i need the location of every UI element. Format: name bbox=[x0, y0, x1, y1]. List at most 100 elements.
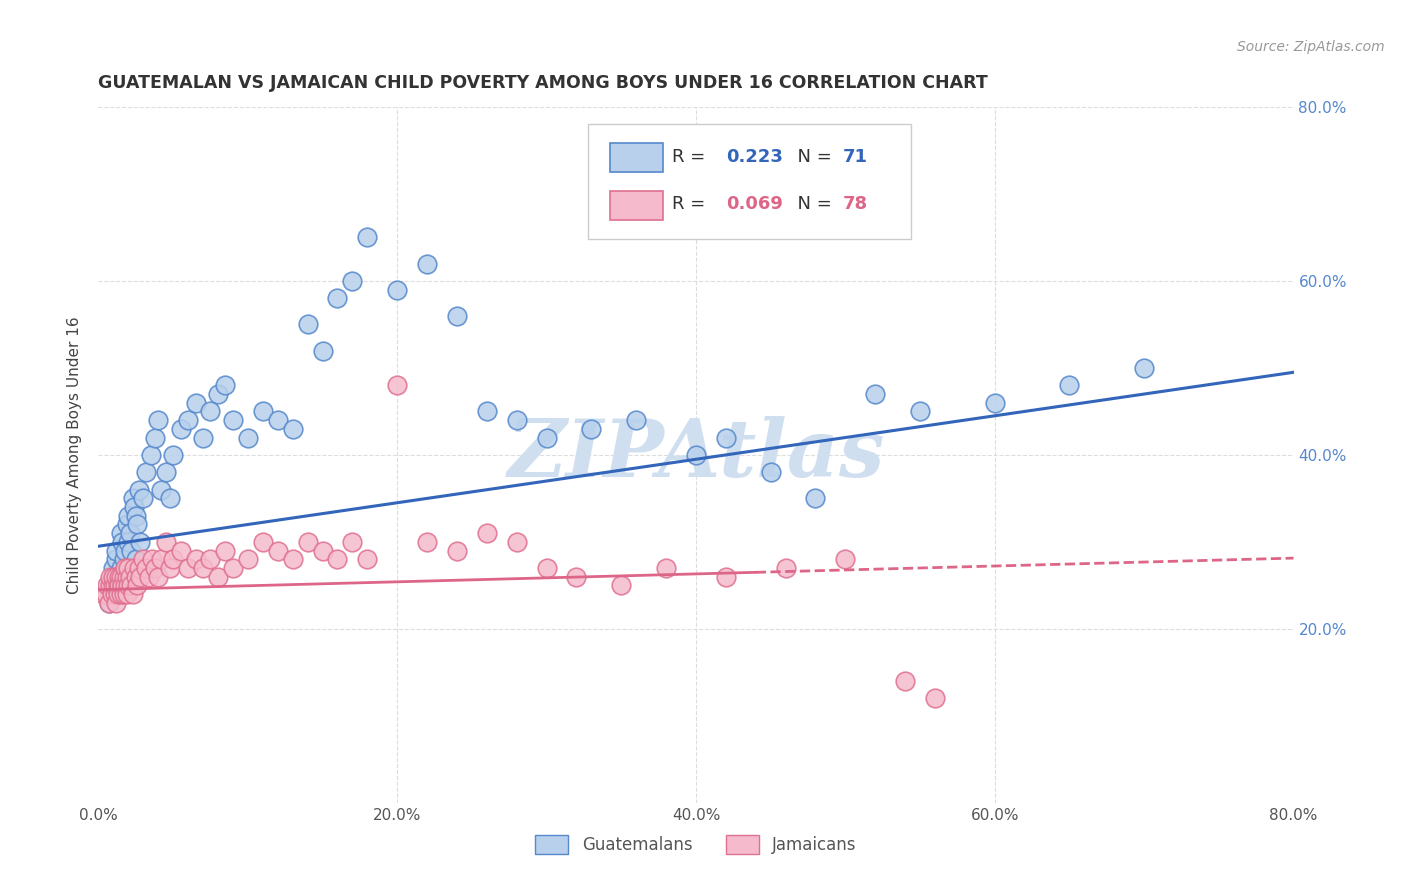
Point bbox=[111, 578, 134, 592]
Point bbox=[138, 570, 160, 584]
Point bbox=[446, 309, 468, 323]
Point bbox=[107, 587, 129, 601]
Text: ZIPAtlas: ZIPAtlas bbox=[508, 417, 884, 493]
Point bbox=[124, 561, 146, 575]
Point bbox=[714, 570, 737, 584]
Point bbox=[924, 691, 946, 706]
Point bbox=[110, 587, 132, 601]
Text: 0.223: 0.223 bbox=[725, 148, 783, 166]
Point bbox=[128, 483, 150, 497]
Point bbox=[118, 570, 141, 584]
Point bbox=[536, 430, 558, 444]
Y-axis label: Child Poverty Among Boys Under 16: Child Poverty Among Boys Under 16 bbox=[67, 316, 83, 594]
Point bbox=[506, 534, 529, 549]
Point bbox=[117, 534, 139, 549]
Point bbox=[311, 343, 333, 358]
Point bbox=[804, 491, 827, 506]
Point bbox=[101, 587, 124, 601]
Point bbox=[416, 534, 439, 549]
Point bbox=[169, 543, 191, 558]
Point bbox=[110, 526, 132, 541]
Point bbox=[446, 543, 468, 558]
Point bbox=[111, 534, 134, 549]
Point bbox=[105, 570, 128, 584]
Point bbox=[103, 570, 125, 584]
Point bbox=[169, 422, 191, 436]
Point bbox=[143, 430, 166, 444]
Point bbox=[200, 552, 222, 566]
Text: N =: N = bbox=[786, 148, 837, 166]
Point bbox=[536, 561, 558, 575]
Point bbox=[150, 552, 173, 566]
Point bbox=[834, 552, 856, 566]
Point bbox=[222, 413, 245, 427]
Point bbox=[129, 534, 152, 549]
Point bbox=[98, 578, 122, 592]
Point bbox=[148, 570, 170, 584]
Point bbox=[103, 578, 125, 592]
Point bbox=[281, 552, 304, 566]
Point bbox=[104, 587, 127, 601]
Point bbox=[104, 578, 127, 592]
Text: GUATEMALAN VS JAMAICAN CHILD POVERTY AMONG BOYS UNDER 16 CORRELATION CHART: GUATEMALAN VS JAMAICAN CHILD POVERTY AMO… bbox=[98, 74, 988, 92]
Point bbox=[125, 508, 148, 523]
Point bbox=[117, 578, 139, 592]
Point bbox=[108, 578, 131, 592]
Point bbox=[96, 578, 118, 592]
Point bbox=[252, 534, 274, 549]
Point bbox=[94, 587, 117, 601]
Point bbox=[155, 534, 177, 549]
Point bbox=[236, 552, 259, 566]
Point bbox=[356, 230, 378, 244]
Point bbox=[655, 561, 678, 575]
Text: 78: 78 bbox=[844, 195, 868, 213]
FancyBboxPatch shape bbox=[610, 191, 662, 219]
Point bbox=[129, 570, 152, 584]
Point bbox=[117, 561, 139, 575]
Point bbox=[581, 422, 603, 436]
Point bbox=[135, 561, 157, 575]
Point bbox=[159, 491, 181, 506]
Point bbox=[267, 543, 290, 558]
Point bbox=[141, 552, 163, 566]
Text: 71: 71 bbox=[844, 148, 868, 166]
Text: N =: N = bbox=[786, 195, 837, 213]
Point bbox=[150, 483, 173, 497]
Point bbox=[610, 578, 633, 592]
Point bbox=[132, 491, 155, 506]
Legend: Guatemalans, Jamaicans: Guatemalans, Jamaicans bbox=[529, 828, 863, 861]
Point bbox=[416, 257, 439, 271]
Point bbox=[110, 570, 132, 584]
Point bbox=[184, 395, 207, 409]
Point bbox=[97, 596, 120, 610]
Point bbox=[155, 466, 177, 480]
Point bbox=[104, 578, 127, 592]
Text: R =: R = bbox=[672, 195, 711, 213]
Point bbox=[120, 578, 142, 592]
Point bbox=[115, 517, 138, 532]
Point bbox=[626, 413, 648, 427]
Point bbox=[207, 570, 229, 584]
Point bbox=[297, 534, 319, 549]
Point bbox=[475, 526, 498, 541]
Text: Source: ZipAtlas.com: Source: ZipAtlas.com bbox=[1237, 40, 1385, 54]
Point bbox=[222, 561, 245, 575]
Point bbox=[125, 552, 148, 566]
Point bbox=[111, 578, 134, 592]
Point bbox=[475, 404, 498, 418]
Point bbox=[94, 587, 117, 601]
Point bbox=[200, 404, 222, 418]
Point bbox=[894, 674, 917, 689]
Point bbox=[177, 561, 200, 575]
Point bbox=[107, 578, 129, 592]
Point bbox=[127, 578, 149, 592]
Point bbox=[191, 561, 214, 575]
Point bbox=[114, 561, 136, 575]
Point bbox=[127, 517, 149, 532]
Point bbox=[356, 552, 378, 566]
Point bbox=[385, 283, 409, 297]
Point bbox=[565, 570, 588, 584]
Point bbox=[685, 448, 707, 462]
Point bbox=[135, 466, 157, 480]
Point bbox=[184, 552, 207, 566]
